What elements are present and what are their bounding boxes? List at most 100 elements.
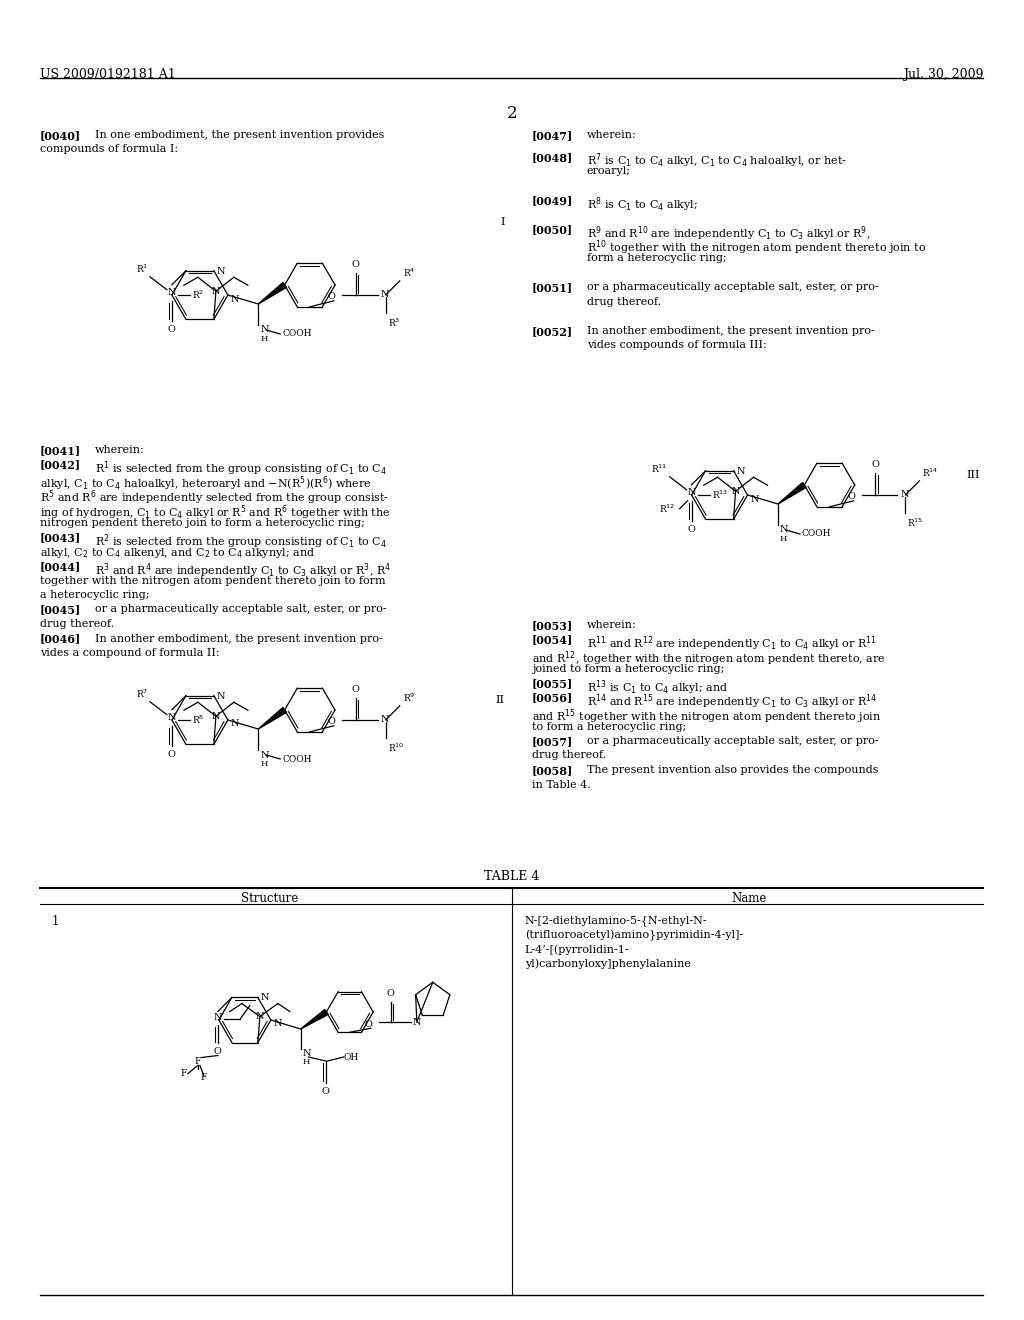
Text: O: O [352, 260, 359, 269]
Text: H: H [303, 1059, 310, 1067]
Text: R$^3$: R$^3$ [388, 317, 400, 329]
Text: [0045]: [0045] [40, 605, 81, 615]
Text: R$^{11}$ and R$^{12}$ are independently C$_1$ to C$_4$ alkyl or R$^{11}$: R$^{11}$ and R$^{12}$ are independently … [587, 635, 877, 653]
Polygon shape [258, 282, 287, 304]
Text: [0057]: [0057] [531, 737, 573, 747]
Text: N: N [168, 713, 176, 722]
Text: Name: Name [732, 892, 767, 906]
Text: R$^{10}$ together with the nitrogen atom pendent thereto join to: R$^{10}$ together with the nitrogen atom… [587, 239, 926, 257]
Text: N: N [261, 994, 269, 1002]
Text: In another embodiment, the present invention pro-: In another embodiment, the present inven… [587, 326, 874, 335]
Text: III: III [966, 470, 979, 480]
Text: N: N [260, 751, 268, 759]
Text: O: O [387, 989, 394, 998]
Text: N: N [381, 290, 389, 300]
Text: N: N [212, 286, 220, 296]
Text: II: II [496, 696, 505, 705]
Text: vides a compound of formula II:: vides a compound of formula II: [40, 648, 219, 657]
Text: and R$^{12}$, together with the nitrogen atom pendent thereto, are: and R$^{12}$, together with the nitrogen… [531, 649, 886, 668]
Text: N: N [212, 711, 220, 721]
Text: [0046]: [0046] [40, 634, 81, 644]
Text: (trifluoroacetyl)amino}pyrimidin-4-yl]-: (trifluoroacetyl)amino}pyrimidin-4-yl]- [524, 929, 743, 941]
Text: N: N [230, 719, 240, 729]
Text: ing of hydrogen, C$_1$ to C$_4$ alkyl or R$^5$ and R$^6$ together with the: ing of hydrogen, C$_1$ to C$_4$ alkyl or… [40, 503, 390, 521]
Text: R$^{13}$: R$^{13}$ [712, 488, 728, 502]
Text: Jul. 30, 2009: Jul. 30, 2009 [903, 69, 983, 81]
Text: N: N [687, 488, 696, 498]
Text: O: O [168, 325, 176, 334]
Text: N: N [381, 715, 389, 725]
Text: O: O [352, 685, 359, 694]
Text: In one embodiment, the present invention provides: In one embodiment, the present invention… [95, 129, 384, 140]
Text: R$^1$: R$^1$ [135, 263, 147, 275]
Text: R$^7$ is C$_1$ to C$_4$ alkyl, C$_1$ to C$_4$ haloalkyl, or het-: R$^7$ is C$_1$ to C$_4$ alkyl, C$_1$ to … [587, 152, 847, 170]
Text: COOH: COOH [802, 529, 831, 539]
Text: compounds of formula I:: compounds of formula I: [40, 144, 178, 154]
Text: [0050]: [0050] [531, 224, 572, 235]
Text: TABLE 4: TABLE 4 [484, 870, 540, 883]
Text: R$^8$ is C$_1$ to C$_4$ alkyl;: R$^8$ is C$_1$ to C$_4$ alkyl; [587, 195, 697, 214]
Text: O: O [848, 492, 855, 502]
Text: [0040]: [0040] [40, 129, 81, 141]
Text: wherein:: wherein: [95, 445, 144, 455]
Text: R$^7$: R$^7$ [135, 688, 147, 700]
Text: drug thereof.: drug thereof. [40, 619, 114, 630]
Text: N: N [273, 1019, 283, 1028]
Text: eroaryl;: eroaryl; [587, 166, 631, 177]
Text: [0055]: [0055] [531, 678, 573, 689]
Text: R$^{10}$: R$^{10}$ [388, 742, 404, 754]
Text: R$^3$ and R$^4$ are independently C$_1$ to C$_3$ alkyl or R$^3$, R$^4$: R$^3$ and R$^4$ are independently C$_1$ … [95, 561, 391, 579]
Text: wherein:: wherein: [587, 129, 636, 140]
Text: [0051]: [0051] [531, 282, 572, 293]
Text: In another embodiment, the present invention pro-: In another embodiment, the present inven… [95, 634, 383, 644]
Text: alkyl, C$_1$ to C$_4$ haloalkyl, heteroaryl and $-$N(R$^5$)(R$^6$) where: alkyl, C$_1$ to C$_4$ haloalkyl, heteroa… [40, 474, 372, 492]
Text: R$^8$: R$^8$ [191, 714, 204, 726]
Polygon shape [301, 1010, 328, 1030]
Text: [0042]: [0042] [40, 459, 81, 470]
Text: [0043]: [0043] [40, 532, 81, 543]
Text: H: H [780, 535, 787, 543]
Text: Structure: Structure [242, 892, 298, 906]
Text: drug thereof.: drug thereof. [587, 297, 660, 306]
Text: R$^{15}$: R$^{15}$ [907, 517, 924, 529]
Text: R$^5$ and R$^6$ are independently selected from the group consist-: R$^5$ and R$^6$ are independently select… [40, 488, 389, 507]
Text: OH: OH [344, 1052, 358, 1061]
Text: R$^4$: R$^4$ [402, 267, 416, 279]
Text: [0056]: [0056] [531, 693, 573, 704]
Text: N: N [413, 1018, 421, 1027]
Text: COOH: COOH [283, 330, 311, 338]
Text: R$^2$: R$^2$ [191, 289, 204, 301]
Text: O: O [328, 292, 336, 301]
Text: I: I [500, 216, 505, 227]
Text: or a pharmaceutically acceptable salt, ester, or pro-: or a pharmaceutically acceptable salt, e… [95, 605, 387, 615]
Text: R$^1$ is selected from the group consisting of C$_1$ to C$_4$: R$^1$ is selected from the group consist… [95, 459, 387, 478]
Text: a heterocyclic ring;: a heterocyclic ring; [40, 590, 150, 601]
Text: O: O [214, 1048, 222, 1056]
Text: vides compounds of formula III:: vides compounds of formula III: [587, 341, 766, 350]
Text: R$^2$ is selected from the group consisting of C$_1$ to C$_4$: R$^2$ is selected from the group consist… [95, 532, 387, 550]
Text: The present invention also provides the compounds: The present invention also provides the … [587, 766, 879, 775]
Text: [0047]: [0047] [531, 129, 573, 141]
Text: to form a heterocyclic ring;: to form a heterocyclic ring; [531, 722, 686, 731]
Text: N: N [780, 525, 788, 535]
Text: together with the nitrogen atom pendent thereto join to form: together with the nitrogen atom pendent … [40, 576, 386, 586]
Text: and R$^{15}$ together with the nitrogen atom pendent thereto join: and R$^{15}$ together with the nitrogen … [531, 708, 881, 726]
Text: 1: 1 [52, 915, 59, 928]
Text: N: N [256, 1012, 264, 1020]
Text: wherein:: wherein: [587, 620, 636, 630]
Text: [0058]: [0058] [531, 766, 573, 776]
Text: R$^{12}$: R$^{12}$ [659, 503, 676, 515]
Polygon shape [258, 708, 287, 729]
Text: N: N [736, 467, 745, 475]
Text: joined to form a heterocyclic ring;: joined to form a heterocyclic ring; [531, 664, 724, 673]
Text: O: O [871, 459, 880, 469]
Text: N: N [751, 495, 759, 503]
Text: or a pharmaceutically acceptable salt, ester, or pro-: or a pharmaceutically acceptable salt, e… [587, 282, 879, 292]
Text: R$^{13}$ is C$_1$ to C$_4$ alkyl; and: R$^{13}$ is C$_1$ to C$_4$ alkyl; and [587, 678, 728, 697]
Text: H: H [260, 760, 267, 768]
Polygon shape [778, 483, 806, 504]
Text: N: N [900, 490, 909, 499]
Text: N: N [217, 267, 225, 276]
Text: N-[2-diethylamino-5-{N-ethyl-N-: N-[2-diethylamino-5-{N-ethyl-N- [524, 915, 708, 925]
Text: COOH: COOH [283, 755, 311, 763]
